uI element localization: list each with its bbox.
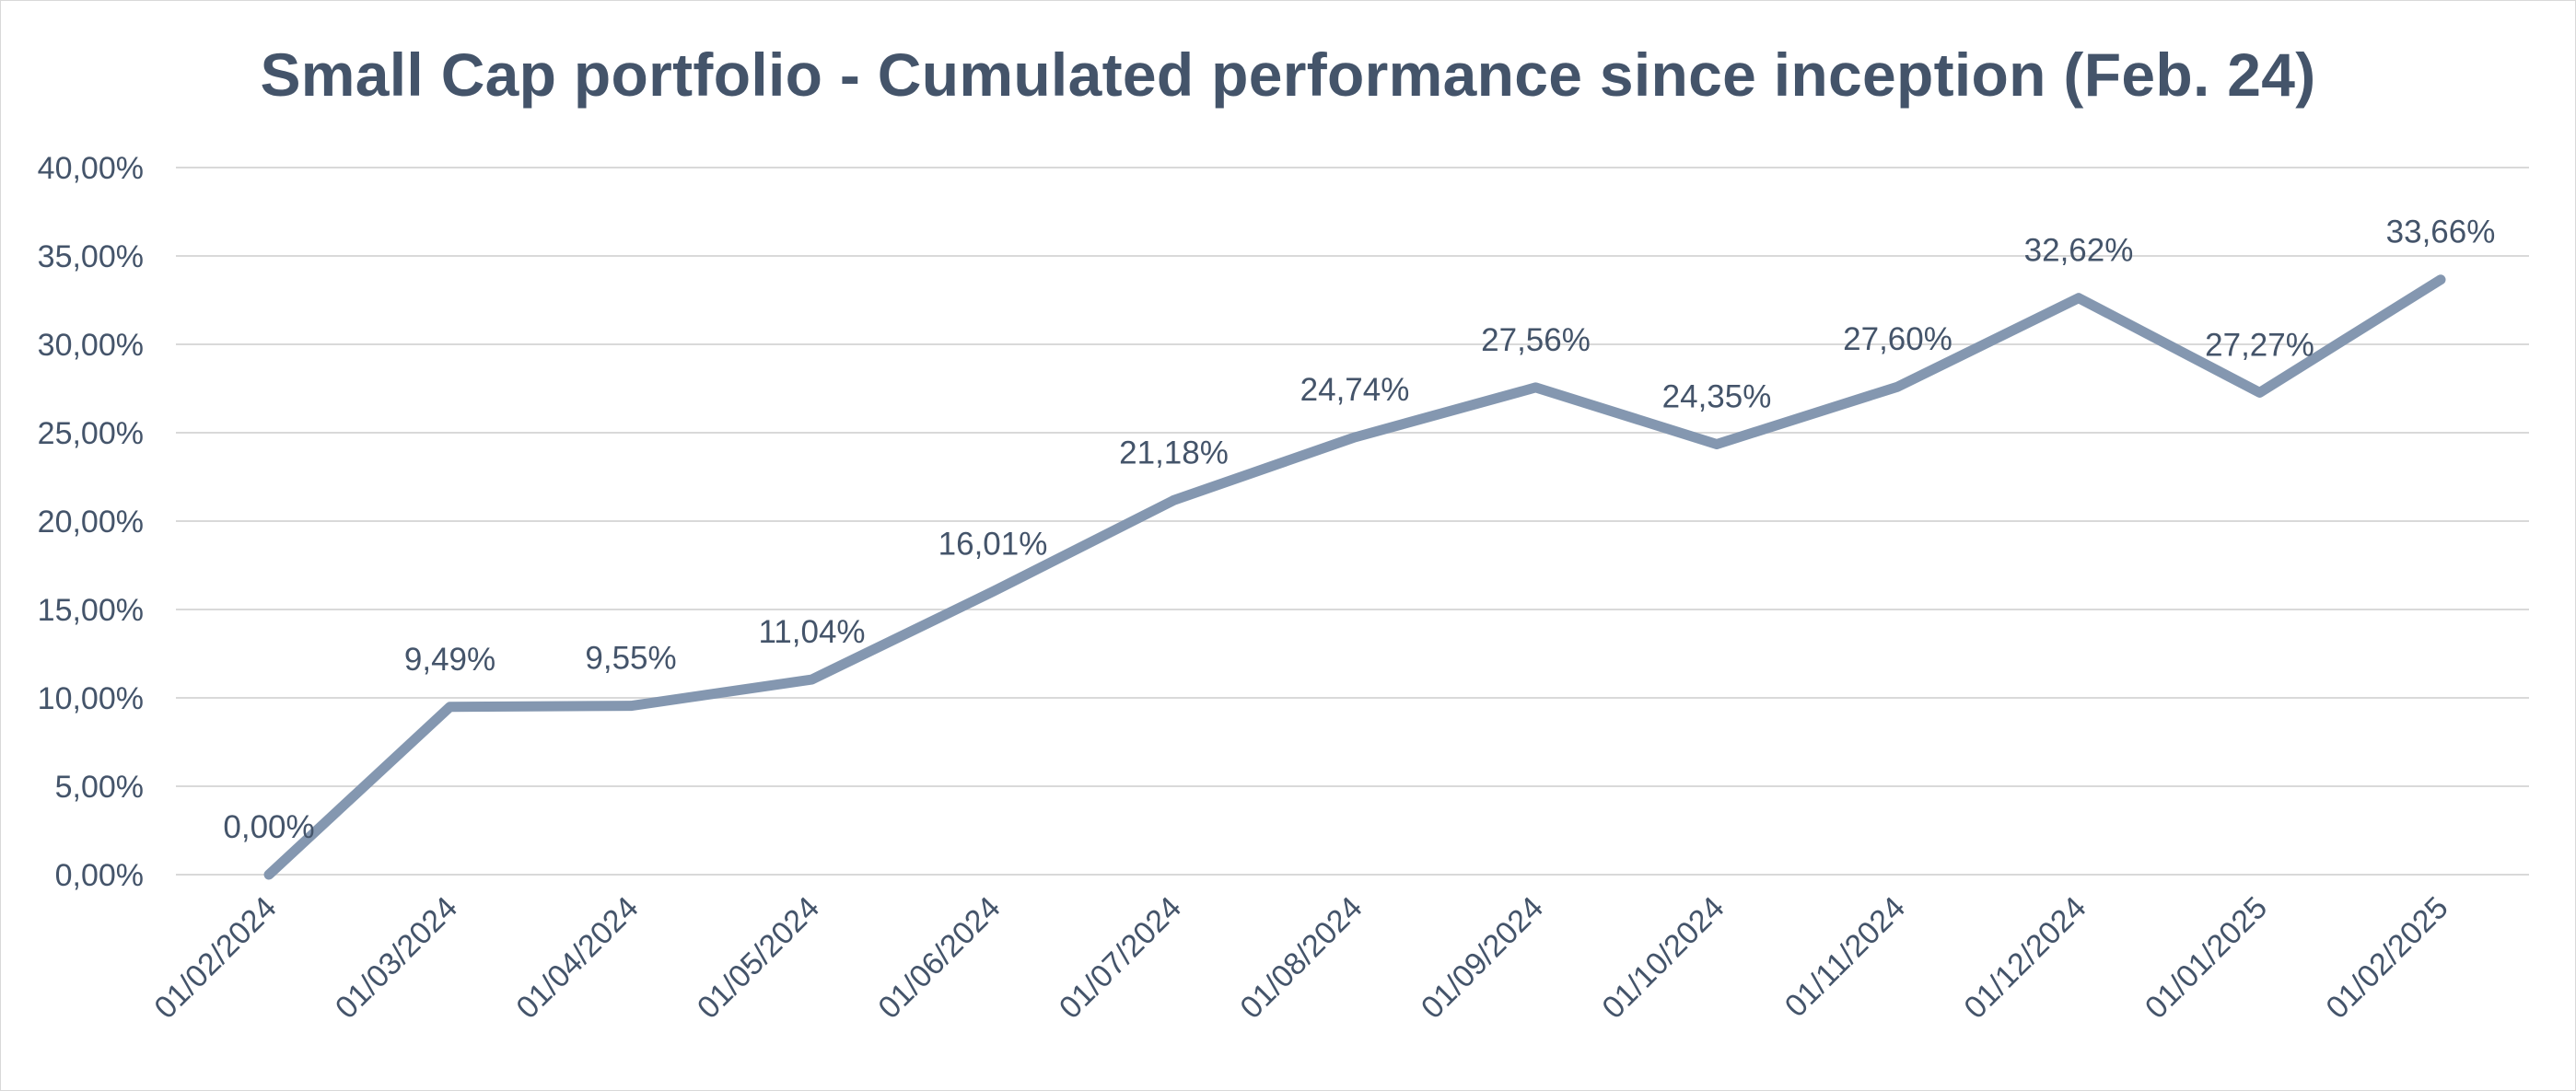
y-tick-label: 30,00% (38, 328, 144, 363)
x-tick-label: 01/10/2024 (1595, 890, 1731, 1026)
data-label: 24,35% (1662, 378, 1772, 414)
x-tick-label: 01/07/2024 (1053, 890, 1188, 1026)
data-label: 9,55% (585, 641, 676, 677)
x-tick-label: 01/09/2024 (1415, 890, 1550, 1026)
data-label: 0,00% (223, 809, 314, 845)
data-label: 27,60% (1843, 321, 1952, 357)
y-tick-label: 0,00% (55, 858, 144, 893)
data-label: 16,01% (938, 527, 1048, 563)
series-line (263, 274, 2446, 880)
y-tick-label: 20,00% (38, 505, 144, 540)
y-tick-label: 5,00% (55, 770, 144, 805)
x-tick-label: 01/05/2024 (691, 890, 826, 1026)
y-tick-label: 40,00% (38, 151, 144, 186)
series-layer (263, 274, 2446, 880)
x-tick-label: 01/08/2024 (1233, 890, 1369, 1026)
x-tick-label: 01/03/2024 (329, 890, 464, 1026)
gridlines (176, 167, 2529, 876)
x-tick-label: 01/01/2025 (2139, 890, 2274, 1026)
y-axis-ticks: 0,00% 5,00% 10,00% 15,00% 20,00% 25,00% 30,00%… (38, 151, 144, 893)
y-tick-label: 35,00% (38, 239, 144, 274)
x-tick-label: 01/04/2024 (509, 890, 645, 1026)
y-tick-label: 15,00% (38, 593, 144, 628)
x-tick-label: 01/12/2024 (1957, 890, 2092, 1026)
x-axis-ticks: 01/02/2024 01/03/2024 01/04/2024 01/05/2024… (147, 890, 2454, 1026)
data-label: 11,04% (758, 614, 865, 650)
data-label: 9,49% (404, 642, 495, 678)
y-tick-label: 10,00% (38, 681, 144, 716)
x-tick-label: 01/06/2024 (871, 890, 1007, 1026)
data-label: 32,62% (2024, 233, 2134, 269)
data-label: 24,74% (1300, 372, 1410, 408)
y-tick-label: 25,00% (38, 416, 144, 451)
chart-title: Small Cap portfolio - Cumulated performa… (260, 41, 2316, 109)
data-label: 27,27% (2205, 327, 2314, 363)
x-tick-label: 01/02/2025 (2319, 890, 2454, 1026)
data-label: 21,18% (1119, 435, 1229, 470)
data-labels: 0,00% 9,49% 9,55% 11,04% 16,01% 21,18% 24,74% 2… (223, 215, 2495, 845)
data-label: 27,56% (1481, 322, 1591, 358)
data-label: 33,66% (2386, 215, 2496, 250)
x-tick-label: 01/11/2024 (1778, 890, 1912, 1024)
x-tick-label: 01/02/2024 (147, 890, 283, 1026)
